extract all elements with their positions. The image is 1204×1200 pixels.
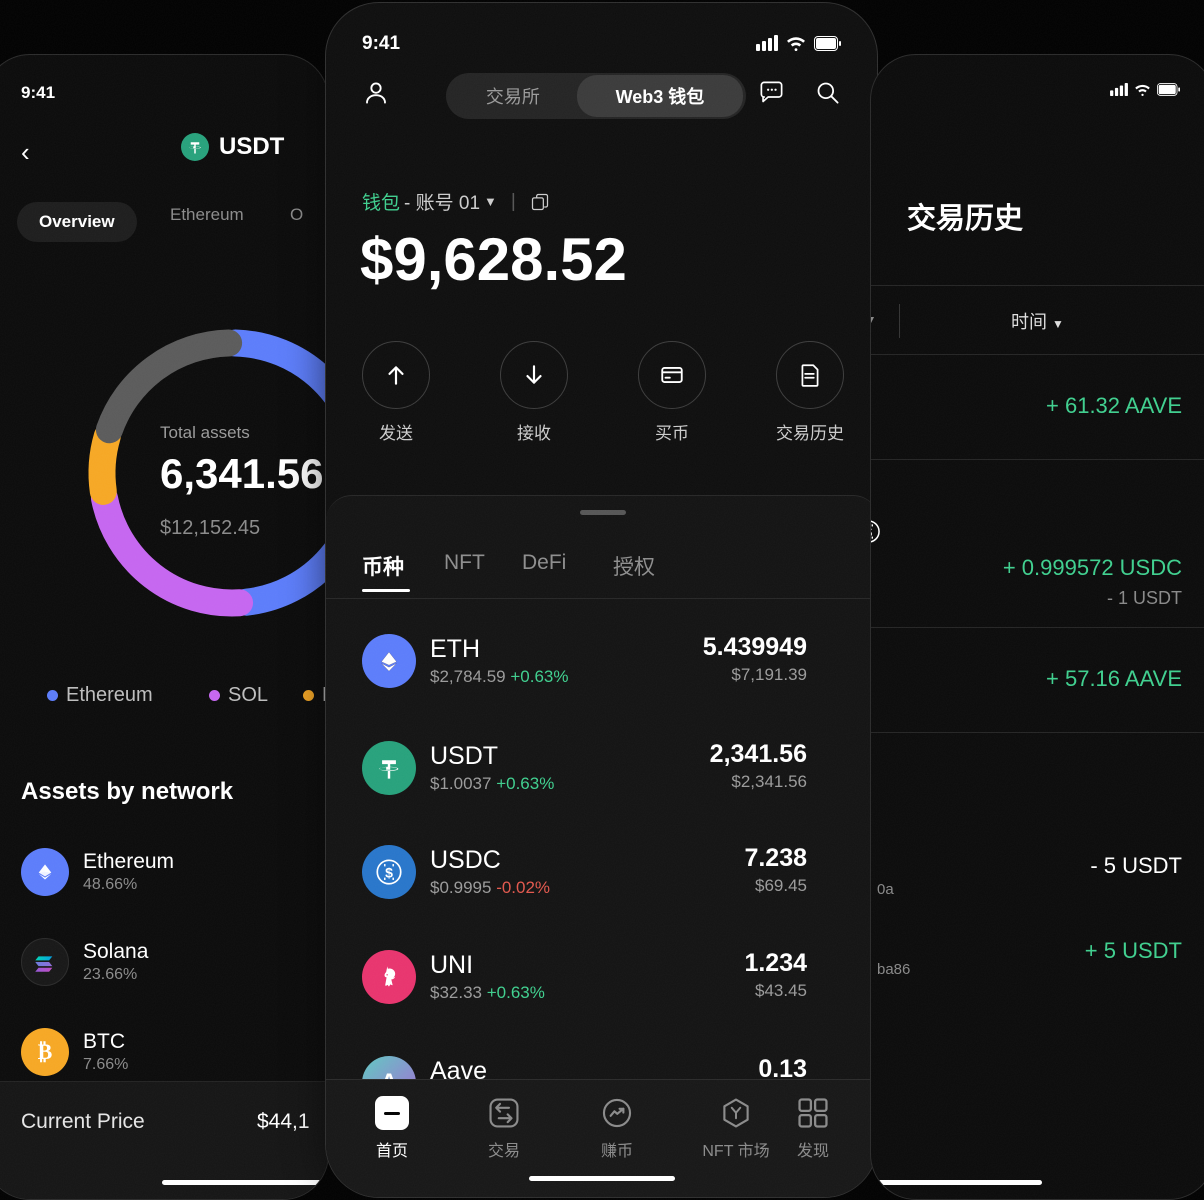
svg-text:$: $ bbox=[385, 865, 393, 881]
